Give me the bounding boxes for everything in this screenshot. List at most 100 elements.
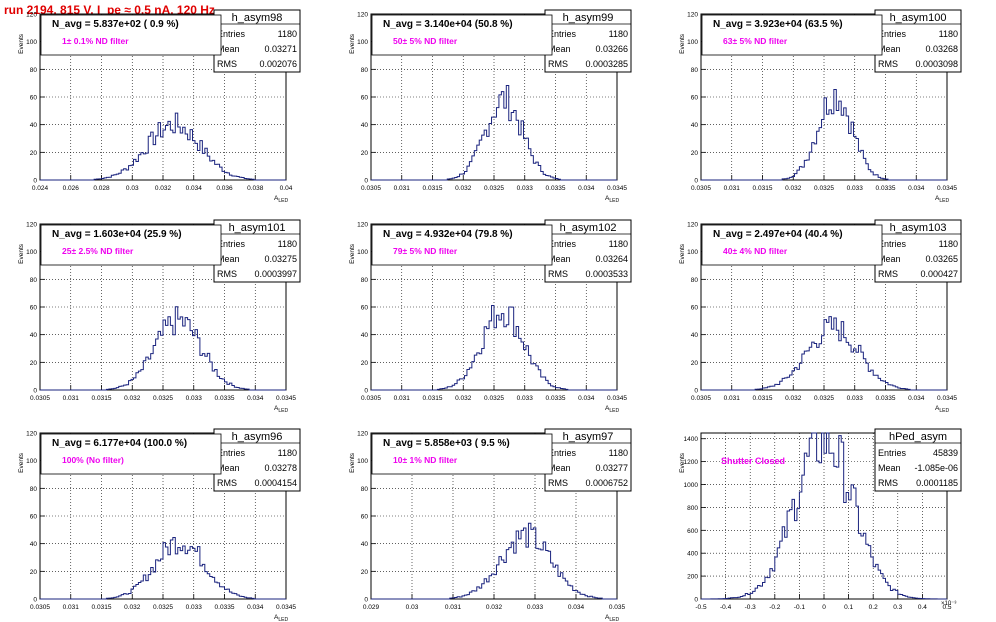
stats-label: RMS xyxy=(878,59,898,69)
y-tick-label: 0 xyxy=(694,597,698,604)
stats-value: 1180 xyxy=(609,239,628,249)
navg-box: N_avg = 2.497e+04 (40.4 %) 40± 4% ND filt… xyxy=(701,224,883,266)
x-axis-label: ALED xyxy=(274,614,288,622)
stats-value: 0.03265 xyxy=(925,254,958,264)
x-tick-label: 0.031 xyxy=(724,395,741,402)
x-tick-label: 0.0335 xyxy=(546,185,566,192)
x-tick-label: 0.0305 xyxy=(691,185,711,192)
x-tick-label: 0.5 xyxy=(942,604,951,611)
x-tick-label: 0.032 xyxy=(124,604,141,611)
stats-value: -1.085e-06 xyxy=(914,463,958,473)
y-tick-label: 0 xyxy=(33,178,37,185)
stats-label: RMS xyxy=(878,478,898,488)
stats-value: 0.03277 xyxy=(595,463,628,473)
navg-box: N_avg = 4.932e+04 (79.8 %) 79± 5% ND filt… xyxy=(371,224,553,266)
x-axis-label: ALED xyxy=(605,195,619,204)
navg-frame xyxy=(40,224,222,266)
y-tick-label: 80 xyxy=(30,486,38,493)
x-tick-label: 0.0325 xyxy=(814,395,834,402)
navg-frame xyxy=(371,433,553,475)
x-tick-label: 0.032 xyxy=(455,185,472,192)
stats-value: 0.0003285 xyxy=(585,59,628,69)
navg-text: N_avg = 3.140e+04 (50.8 %) xyxy=(383,19,513,30)
stats-box: h_asym97 Entries 1180 Mean 0.03277 RMS 0.00067… xyxy=(544,428,632,492)
navg-box: N_avg = 5.858e+03 ( 9.5 %) 10± 1% ND filt… xyxy=(371,433,553,475)
histogram-line xyxy=(371,305,617,391)
stats-label: Entries xyxy=(878,239,907,249)
x-tick-label: 0.3 xyxy=(893,604,902,611)
y-tick-label: 120 xyxy=(26,222,37,229)
x-tick-label: 0.0325 xyxy=(484,395,504,402)
y-tick-label: 0 xyxy=(364,388,368,395)
x-tick-label: 0.032 xyxy=(455,395,472,402)
x-tick-label: 0.033 xyxy=(847,395,864,402)
histogram-panel: 0.0305 0.031 0.0315 0.032 0.0325 0.033 0.0335 0… xyxy=(18,219,301,414)
y-tick-label: 40 xyxy=(361,541,369,548)
x-exponent-label: ×10⁻³ xyxy=(941,601,956,607)
stats-box-frame xyxy=(213,219,301,283)
x-tick-label: 0.032 xyxy=(785,185,802,192)
x-tick-label: 0.032 xyxy=(124,395,141,402)
stats-value: 1180 xyxy=(939,239,958,249)
y-axis-label: Events xyxy=(349,452,356,473)
stats-label: Mean xyxy=(878,463,901,473)
x-tick-label: 0.032 xyxy=(486,604,503,611)
x-tick-label: 0.0315 xyxy=(423,395,443,402)
x-tick-label: 0.0315 xyxy=(753,185,773,192)
y-tick-label: 120 xyxy=(687,222,698,229)
stats-label: RMS xyxy=(217,59,237,69)
y-axis-label: Events xyxy=(18,452,25,473)
x-tick-label: 0.033 xyxy=(186,395,203,402)
x-tick-label: 0.0315 xyxy=(423,185,443,192)
histogram-line xyxy=(701,316,947,391)
x-tick-label: 0.0315 xyxy=(92,395,112,402)
x-tick-label: 0.04 xyxy=(280,185,293,192)
histogram-line xyxy=(371,85,617,181)
histogram-line xyxy=(40,537,286,600)
filter-label: 1± 0.1% ND filter xyxy=(62,36,129,46)
x-tick-label: 0.033 xyxy=(517,395,534,402)
stats-value: 0.03264 xyxy=(595,254,628,264)
y-tick-label: 100 xyxy=(357,458,368,465)
x-tick-label: 0.033 xyxy=(847,185,864,192)
x-axis-label: ALED xyxy=(605,405,619,414)
filter-label: 100% (No filter) xyxy=(62,455,124,465)
y-tick-label: 20 xyxy=(691,360,699,367)
x-tick-label: -0.4 xyxy=(720,604,732,611)
stats-box: h_asym100 Entries 1180 Mean 0.03268 RMS 0.0003… xyxy=(874,9,962,73)
stats-label: RMS xyxy=(878,269,898,279)
x-tick-label: 0.034 xyxy=(186,185,203,192)
histogram-panel: 0.029 0.03 0.031 0.032 0.033 0.034 0.035 0 20 40 6… xyxy=(349,428,632,622)
stats-value: 0.000427 xyxy=(920,269,958,279)
x-tick-label: 0.038 xyxy=(247,185,264,192)
x-tick-label: 0.036 xyxy=(216,185,233,192)
filter-label: 79± 5% ND filter xyxy=(393,246,458,256)
y-tick-label: 100 xyxy=(26,458,37,465)
histogram-line xyxy=(371,522,617,600)
stats-box: h_asym98 Entries 1180 Mean 0.03271 RMS 0.00207… xyxy=(213,9,301,73)
x-tick-label: 0.034 xyxy=(247,395,264,402)
x-tick-label: 0 xyxy=(822,604,826,611)
x-tick-label: 0.034 xyxy=(908,395,925,402)
x-tick-label: 0.0335 xyxy=(546,395,566,402)
y-tick-label: 100 xyxy=(26,39,37,46)
stats-label: Mean xyxy=(548,463,571,473)
x-tick-label: 0.032 xyxy=(785,395,802,402)
navg-frame xyxy=(371,224,553,266)
y-tick-label: 1200 xyxy=(684,459,699,466)
filter-label: 10± 1% ND filter xyxy=(393,455,458,465)
stats-label: Entries xyxy=(878,448,907,458)
y-tick-label: 20 xyxy=(361,360,369,367)
y-tick-label: 400 xyxy=(687,551,698,558)
x-tick-label: 0.0315 xyxy=(753,395,773,402)
y-axis-label: Events xyxy=(349,243,356,264)
navg-frame xyxy=(40,433,222,475)
stats-value: 0.0001185 xyxy=(916,478,958,488)
y-tick-label: 100 xyxy=(357,249,368,256)
x-tick-label: 0.4 xyxy=(918,604,927,611)
y-tick-label: 40 xyxy=(361,332,369,339)
stats-box-frame xyxy=(874,428,962,492)
x-tick-label: 0.035 xyxy=(609,604,626,611)
stats-label: Entries xyxy=(217,239,246,249)
histogram-name: h_asym103 xyxy=(890,222,947,234)
